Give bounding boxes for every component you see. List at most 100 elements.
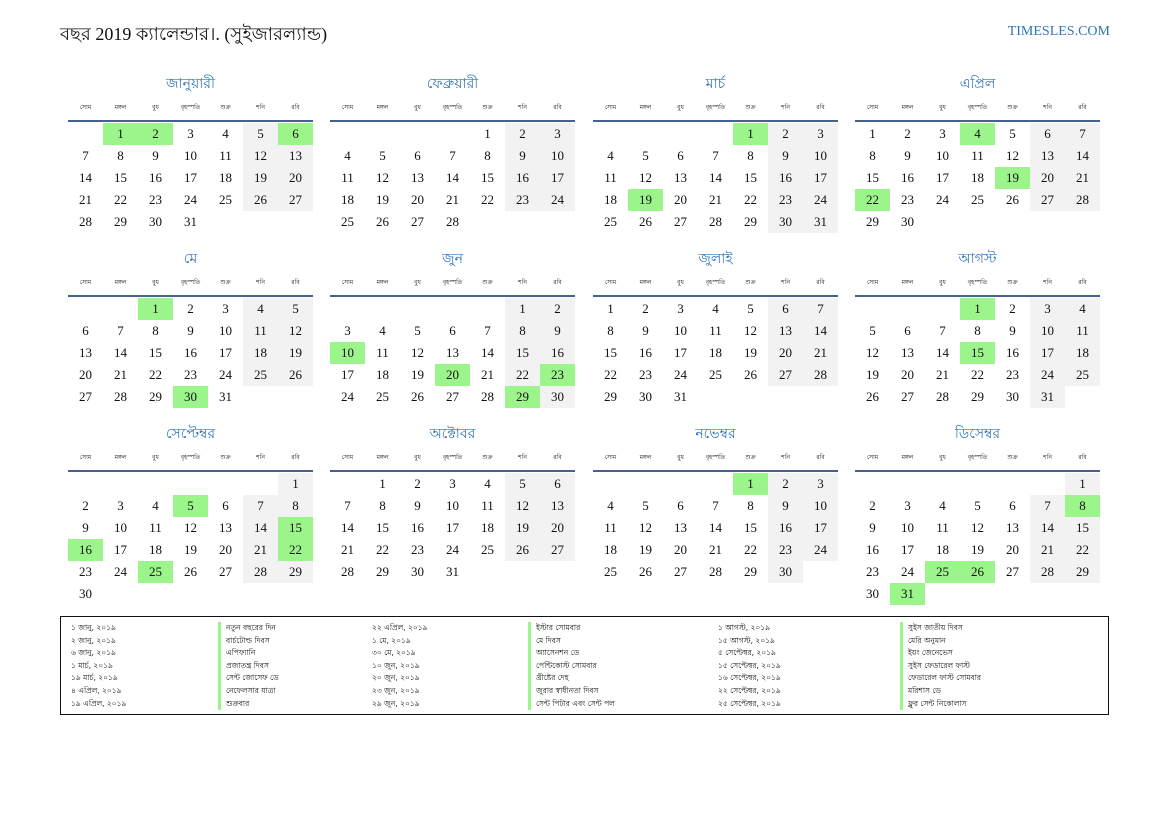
day-cell[interactable]: 24 xyxy=(114,564,127,579)
day-cell[interactable]: 7 xyxy=(82,148,89,163)
day-cell[interactable]: 20 xyxy=(540,517,575,539)
day-cell[interactable]: 19 xyxy=(744,345,757,360)
day-cell[interactable]: 2 xyxy=(642,301,649,316)
day-cell[interactable]: 3 xyxy=(187,126,194,141)
day-cell[interactable]: 3 xyxy=(904,498,911,513)
day-cell[interactable]: 10 xyxy=(1030,320,1065,342)
day-cell[interactable]: 25 xyxy=(604,214,617,229)
day-cell[interactable]: 27 xyxy=(1006,564,1019,579)
day-cell[interactable]: 9 xyxy=(540,320,575,342)
day-cell[interactable]: 26 xyxy=(744,367,757,382)
day-cell[interactable]: 11 xyxy=(219,148,232,163)
day-cell[interactable]: 10 xyxy=(803,145,838,167)
day-cell[interactable]: 3 xyxy=(540,123,575,145)
day-cell[interactable]: 13 xyxy=(219,520,232,535)
day-cell[interactable]: 5 xyxy=(642,148,649,163)
day-cell[interactable]: 11 xyxy=(149,520,162,535)
day-cell[interactable]: 2 xyxy=(187,301,194,316)
day-cell[interactable]: 28 xyxy=(243,561,278,583)
day-cell[interactable]: 24 xyxy=(936,192,949,207)
day-cell[interactable]: 6 xyxy=(449,323,456,338)
day-cell[interactable]: 16 xyxy=(639,345,652,360)
day-cell[interactable]: 9 xyxy=(414,498,421,513)
day-cell[interactable]: 29 xyxy=(114,214,127,229)
day-cell[interactable]: 3 xyxy=(803,473,838,495)
day-cell[interactable]: 4 xyxy=(379,323,386,338)
day-cell[interactable]: 29 xyxy=(376,564,389,579)
holiday-day-cell[interactable]: 1 xyxy=(138,298,173,320)
day-cell[interactable]: 15 xyxy=(604,345,617,360)
day-cell[interactable]: 30 xyxy=(901,214,914,229)
day-cell[interactable]: 19 xyxy=(278,342,313,364)
day-cell[interactable]: 6 xyxy=(904,323,911,338)
day-cell[interactable]: 25 xyxy=(219,192,232,207)
day-cell[interactable]: 12 xyxy=(744,323,757,338)
day-cell[interactable]: 4 xyxy=(243,298,278,320)
day-cell[interactable]: 28 xyxy=(341,564,354,579)
day-cell[interactable]: 9 xyxy=(187,323,194,338)
day-cell[interactable]: 10 xyxy=(901,520,914,535)
day-cell[interactable]: 25 xyxy=(971,192,984,207)
day-cell[interactable]: 6 xyxy=(540,473,575,495)
day-cell[interactable]: 24 xyxy=(803,189,838,211)
day-cell[interactable]: 2 xyxy=(505,123,540,145)
day-cell[interactable]: 27 xyxy=(901,389,914,404)
day-cell[interactable]: 27 xyxy=(1030,189,1065,211)
day-cell[interactable]: 13 xyxy=(278,145,313,167)
day-cell[interactable]: 18 xyxy=(376,367,389,382)
day-cell[interactable]: 11 xyxy=(936,520,949,535)
day-cell[interactable]: 31 xyxy=(184,214,197,229)
day-cell[interactable]: 11 xyxy=(971,148,984,163)
day-cell[interactable]: 20 xyxy=(768,342,803,364)
day-cell[interactable]: 23 xyxy=(639,367,652,382)
day-cell[interactable]: 30 xyxy=(411,564,424,579)
day-cell[interactable]: 15 xyxy=(744,170,757,185)
day-cell[interactable]: 7 xyxy=(712,148,719,163)
day-cell[interactable]: 2 xyxy=(540,298,575,320)
day-cell[interactable]: 26 xyxy=(278,364,313,386)
day-cell[interactable]: 14 xyxy=(446,170,459,185)
day-cell[interactable]: 26 xyxy=(639,214,652,229)
day-cell[interactable]: 4 xyxy=(152,498,159,513)
day-cell[interactable]: 3 xyxy=(939,126,946,141)
holiday-day-cell[interactable]: 2 xyxy=(138,123,173,145)
day-cell[interactable]: 29 xyxy=(744,564,757,579)
day-cell[interactable]: 29 xyxy=(866,214,879,229)
day-cell[interactable]: 26 xyxy=(505,539,540,561)
day-cell[interactable]: 27 xyxy=(540,539,575,561)
holiday-day-cell[interactable]: 1 xyxy=(960,298,995,320)
day-cell[interactable]: 13 xyxy=(540,495,575,517)
day-cell[interactable]: 3 xyxy=(117,498,124,513)
day-cell[interactable]: 14 xyxy=(803,320,838,342)
day-cell[interactable]: 7 xyxy=(449,148,456,163)
day-cell[interactable]: 22 xyxy=(744,192,757,207)
day-cell[interactable]: 5 xyxy=(747,301,754,316)
day-cell[interactable]: 11 xyxy=(709,323,722,338)
day-cell[interactable]: 5 xyxy=(505,473,540,495)
day-cell[interactable]: 9 xyxy=(768,495,803,517)
day-cell[interactable]: 20 xyxy=(1006,542,1019,557)
day-cell[interactable]: 9 xyxy=(152,148,159,163)
day-cell[interactable]: 21 xyxy=(1030,539,1065,561)
day-cell[interactable]: 22 xyxy=(149,367,162,382)
day-cell[interactable]: 8 xyxy=(117,148,124,163)
day-cell[interactable]: 3 xyxy=(803,123,838,145)
day-cell[interactable]: 24 xyxy=(1030,364,1065,386)
day-cell[interactable]: 28 xyxy=(114,389,127,404)
day-cell[interactable]: 25 xyxy=(1065,364,1100,386)
holiday-day-cell[interactable]: 23 xyxy=(540,364,575,386)
day-cell[interactable]: 20 xyxy=(674,192,687,207)
day-cell[interactable]: 14 xyxy=(1065,145,1100,167)
day-cell[interactable]: 6 xyxy=(677,498,684,513)
day-cell[interactable]: 19 xyxy=(411,367,424,382)
day-cell[interactable]: 25 xyxy=(604,564,617,579)
day-cell[interactable]: 25 xyxy=(341,214,354,229)
day-cell[interactable]: 24 xyxy=(540,189,575,211)
day-cell[interactable]: 13 xyxy=(674,170,687,185)
day-cell[interactable]: 7 xyxy=(344,498,351,513)
day-cell[interactable]: 9 xyxy=(82,520,89,535)
day-cell[interactable]: 26 xyxy=(411,389,424,404)
day-cell[interactable]: 12 xyxy=(1006,148,1019,163)
day-cell[interactable]: 12 xyxy=(505,495,540,517)
day-cell[interactable]: 16 xyxy=(901,170,914,185)
